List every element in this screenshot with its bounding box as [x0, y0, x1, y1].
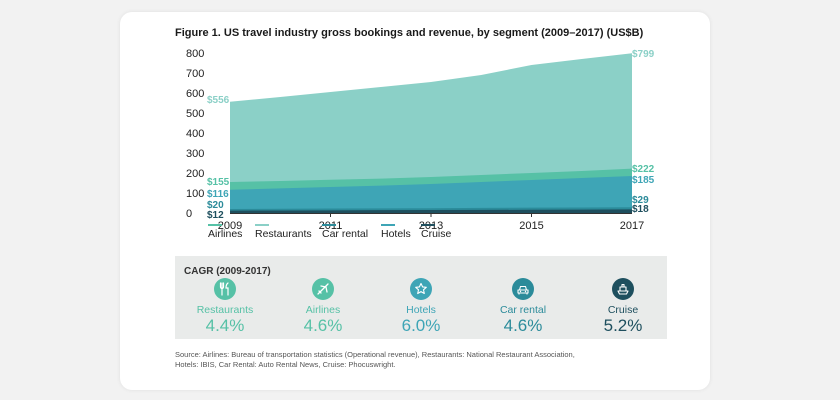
legend-label-airlines: Airlines — [208, 228, 243, 240]
legend-swatch-hotels — [381, 224, 395, 226]
y-tick-label: 200 — [186, 168, 204, 180]
y-tick-label: 700 — [186, 68, 204, 80]
legend-item-hotels: Hotels — [381, 224, 421, 240]
cagr-label-car-rental: Car rental — [499, 304, 547, 316]
legend-swatch-restaurants — [255, 224, 269, 226]
cagr-title: CAGR (2009-2017) — [184, 266, 271, 277]
cagr-cruise: Cruise 5.2% — [573, 278, 673, 335]
x-tick-label: 2015 — [519, 220, 543, 232]
end-value-label: $185 — [632, 175, 655, 186]
start-value-label: $556 — [207, 95, 230, 106]
cagr-value-hotels: 6.0% — [401, 316, 441, 335]
y-tick-label: 800 — [186, 48, 204, 60]
plane-icon — [312, 278, 334, 300]
y-tick-label: 500 — [186, 108, 204, 120]
area-chart: 0 100 200 300 400 500 600 700 800 2009 2011 2013 201… — [186, 48, 655, 232]
x-tick-label: 2009 — [218, 220, 242, 232]
legend-item-cruise: Cruise — [421, 224, 461, 240]
y-tick-label: 100 — [186, 188, 204, 200]
cagr-value-airlines: 4.6% — [303, 316, 343, 335]
legend-label-car-rental: Car rental — [322, 228, 369, 240]
area-cruise — [230, 209, 632, 213]
y-tick-label: 400 — [186, 128, 204, 140]
legend-swatch-car-rental — [322, 224, 336, 226]
start-value-label: $20 — [207, 200, 224, 211]
x-tick-label: 2011 — [319, 220, 343, 232]
source-note: Source: Airlines: Bureau of transportati… — [175, 350, 575, 369]
legend-swatch-airlines — [208, 224, 222, 226]
legend-item-airlines: Airlines — [208, 224, 255, 240]
cagr-hotels: Hotels 6.0% — [371, 278, 471, 335]
end-value-label: $29 — [632, 195, 649, 206]
legend-label-restaurants: Restaurants — [255, 228, 312, 240]
legend-label-cruise: Cruise — [421, 228, 452, 240]
x-tick-label: 2013 — [419, 220, 443, 232]
end-value-label: $18 — [632, 204, 649, 215]
y-tick-label: 0 — [186, 208, 192, 220]
legend-swatch-cruise — [421, 224, 435, 226]
cagr-label-hotels: Hotels — [406, 304, 436, 316]
cagr-label-restaurants: Restaurants — [196, 304, 254, 316]
x-tick-label: 2017 — [620, 220, 644, 232]
cagr-label-airlines: Airlines — [305, 304, 341, 316]
end-value-label: $799 — [632, 49, 655, 60]
cagr-restaurants: Restaurants 4.4% — [175, 278, 275, 335]
chart-legend: Airlines Restaurants Car rental Hotels C… — [208, 224, 461, 240]
cagr-value-car-rental: 4.6% — [503, 316, 543, 335]
star-icon — [410, 278, 432, 300]
cagr-panel: CAGR (2009-2017) Restaurants 4.4% Airlin… — [175, 256, 667, 339]
utensils-icon — [214, 278, 236, 300]
cagr-airlines: Airlines 4.6% — [273, 278, 373, 335]
figure-title: Figure 1. US travel industry gross booki… — [175, 27, 644, 39]
cagr-car-rental: Car rental 4.6% — [473, 278, 573, 335]
y-tick-label: 300 — [186, 148, 204, 160]
legend-item-car-rental: Car rental — [322, 224, 381, 240]
start-value-label: $116 — [207, 189, 229, 200]
car-icon — [512, 278, 534, 300]
legend-item-restaurants: Restaurants — [255, 224, 322, 240]
cagr-label-cruise: Cruise — [607, 304, 639, 316]
area-hotels — [230, 176, 632, 213]
ship-icon — [612, 278, 634, 300]
legend-label-hotels: Hotels — [381, 228, 411, 240]
y-tick-label: 600 — [186, 88, 204, 100]
start-value-label: $12 — [207, 210, 224, 221]
end-value-label: $222 — [632, 164, 655, 175]
cagr-value-cruise: 5.2% — [603, 316, 643, 335]
cagr-value-restaurants: 4.4% — [205, 316, 245, 335]
start-value-label: $155 — [207, 177, 230, 188]
